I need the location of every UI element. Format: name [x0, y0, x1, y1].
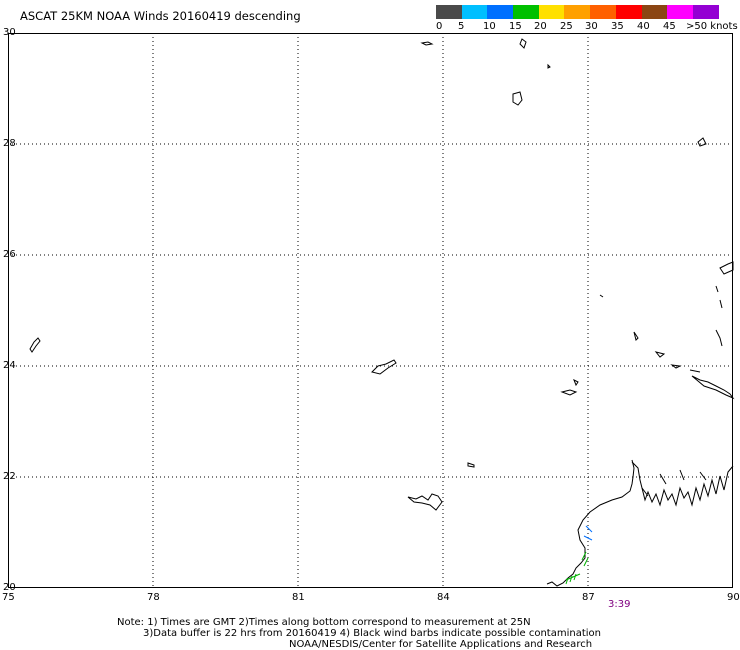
- coastlines: [29, 38, 735, 587]
- legend-swatch: [538, 5, 565, 19]
- legend-swatch: [487, 5, 514, 19]
- island: [654, 351, 666, 358]
- legend-swatch: [692, 5, 719, 19]
- island: [407, 493, 443, 511]
- island: [599, 285, 723, 347]
- legend-label: 5: [458, 21, 465, 32]
- wind-barb: [565, 573, 581, 585]
- legend-label: 20: [534, 21, 547, 32]
- y-tick-label: 30: [3, 27, 16, 38]
- island: [512, 91, 523, 106]
- island: [697, 137, 707, 147]
- note-line-3: NOAA/NESDIS/Center for Satellite Applica…: [289, 639, 593, 650]
- island: [689, 369, 701, 373]
- wind-barb: [581, 551, 589, 567]
- x-tick-label: 90: [727, 592, 740, 603]
- legend-swatch: [615, 5, 642, 19]
- legend-swatches: [436, 5, 719, 19]
- x-tick-label: 75: [2, 592, 15, 603]
- legend-label: 35: [611, 21, 624, 32]
- legend-swatch: [564, 5, 591, 19]
- map-title: ASCAT 25KM NOAA Winds 20160419 descendin…: [20, 9, 301, 23]
- island: [29, 337, 41, 353]
- wind-barbs: [565, 525, 593, 585]
- legend-label: >50 knots: [686, 21, 738, 32]
- legend-label: 45: [663, 21, 676, 32]
- legend-label: 40: [637, 21, 650, 32]
- island: [420, 41, 434, 46]
- island: [670, 364, 682, 369]
- island: [467, 462, 475, 468]
- legend-label: 15: [509, 21, 522, 32]
- wind-speed-legend: 0 5 10 15 20 25 30 35 40 45 >50 knots: [436, 5, 738, 33]
- graticule: [8, 33, 733, 588]
- y-tick-label: 20: [3, 582, 16, 593]
- island: [691, 375, 735, 400]
- island: [519, 38, 527, 49]
- x-tick-label: 84: [437, 592, 450, 603]
- y-tick-label: 28: [3, 138, 16, 149]
- island: [371, 359, 397, 375]
- island: [547, 63, 551, 69]
- legend-labels: 0 5 10 15 20 25 30 35 40 45 >50 knots: [436, 19, 738, 33]
- legend-swatch: [513, 5, 539, 19]
- coastline-delta-islands: [641, 469, 707, 497]
- legend-label: 0: [436, 21, 443, 32]
- legend-swatch: [641, 5, 668, 19]
- map-frame: [8, 33, 733, 588]
- wind-barb: [583, 525, 593, 541]
- legend-swatch: [590, 5, 616, 19]
- note-line-2: 3)Data buffer is 22 hrs from 20160419 4)…: [143, 628, 601, 639]
- coastline-delta: [631, 461, 734, 507]
- x-tick-label: 81: [292, 592, 305, 603]
- island: [719, 261, 734, 275]
- island: [560, 389, 578, 396]
- y-tick-label: 26: [3, 249, 16, 260]
- pass-time-label: 3:39: [608, 599, 631, 610]
- x-tick-label: 87: [582, 592, 595, 603]
- y-tick-label: 24: [3, 360, 16, 371]
- island: [633, 331, 639, 341]
- legend-label: 10: [483, 21, 496, 32]
- legend-swatch: [461, 5, 488, 19]
- legend-swatch: [436, 5, 462, 19]
- x-tick-label: 78: [147, 592, 160, 603]
- note-line-1: Note: 1) Times are GMT 2)Times along bot…: [117, 617, 531, 628]
- island: [573, 378, 579, 387]
- coastline-india: [546, 459, 635, 587]
- legend-label: 25: [560, 21, 573, 32]
- y-tick-label: 22: [3, 471, 16, 482]
- legend-swatch: [667, 5, 693, 19]
- legend-label: 30: [585, 21, 598, 32]
